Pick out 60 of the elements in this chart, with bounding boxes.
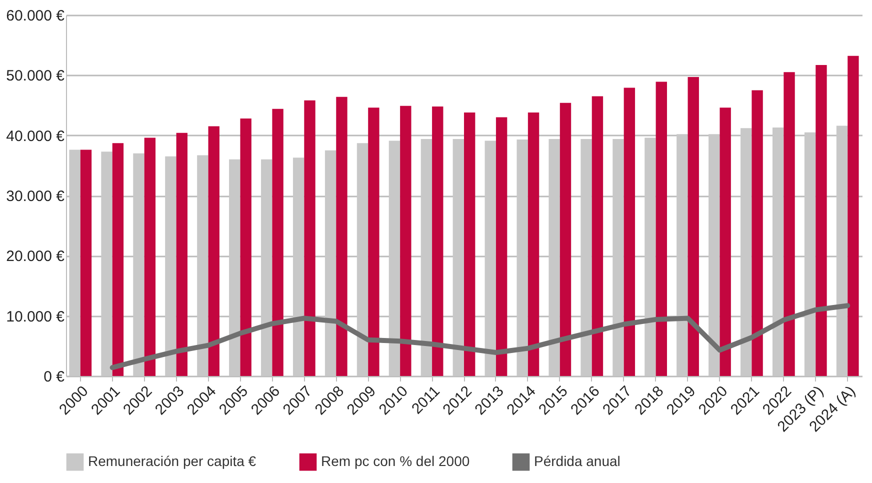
bar <box>144 138 156 376</box>
bar <box>816 64 827 376</box>
bar <box>101 152 112 376</box>
bar <box>516 140 528 376</box>
bar <box>464 112 476 376</box>
bar <box>272 108 284 376</box>
y-tick-label: 20.000 € <box>6 248 66 266</box>
bar <box>240 118 252 376</box>
bar <box>356 143 368 376</box>
bar <box>496 117 508 376</box>
bar <box>324 150 336 376</box>
bar <box>708 134 720 376</box>
bar <box>752 90 763 376</box>
bar <box>208 126 220 376</box>
y-tick-label: 60.000 € <box>6 8 66 24</box>
bar <box>592 96 604 376</box>
bar <box>740 128 752 376</box>
bar <box>624 88 636 376</box>
legend-label: Rem pc con % del 2000 <box>321 453 470 470</box>
bar <box>804 132 816 376</box>
bar <box>836 126 848 376</box>
bar <box>388 140 400 376</box>
bar <box>656 82 667 376</box>
bar <box>80 150 92 376</box>
bar <box>452 138 464 376</box>
bar <box>580 138 592 376</box>
legend-label: Remuneración per capita € <box>88 453 256 470</box>
bar <box>784 72 795 376</box>
bar <box>548 138 560 376</box>
bar <box>336 96 348 376</box>
bar <box>261 159 272 376</box>
bar <box>197 155 208 376</box>
bar <box>560 102 572 376</box>
bar <box>292 158 304 376</box>
bar <box>420 138 432 376</box>
y-tick-label: 0 € <box>44 368 66 386</box>
y-tick-label: 30.000 € <box>6 188 66 205</box>
bar <box>528 112 540 376</box>
bar <box>112 143 124 376</box>
bar <box>484 140 496 376</box>
bar <box>69 150 80 376</box>
bar <box>772 128 784 376</box>
bar <box>432 106 444 376</box>
bar <box>176 132 188 376</box>
bar <box>165 156 176 376</box>
bar <box>368 108 380 376</box>
bar <box>676 134 688 376</box>
bar <box>688 76 699 376</box>
y-tick-label: 50.000 € <box>6 68 66 85</box>
bar <box>304 100 316 376</box>
bar <box>644 138 656 376</box>
bar <box>720 108 731 376</box>
bar <box>400 106 412 376</box>
bar <box>229 159 240 376</box>
bar <box>133 153 144 376</box>
y-tick-label: 40.000 € <box>6 128 66 145</box>
y-tick-label: 10.000 € <box>6 308 66 326</box>
bar <box>612 138 624 376</box>
bar <box>848 56 859 376</box>
legend-label: Pérdida anual <box>534 453 620 470</box>
